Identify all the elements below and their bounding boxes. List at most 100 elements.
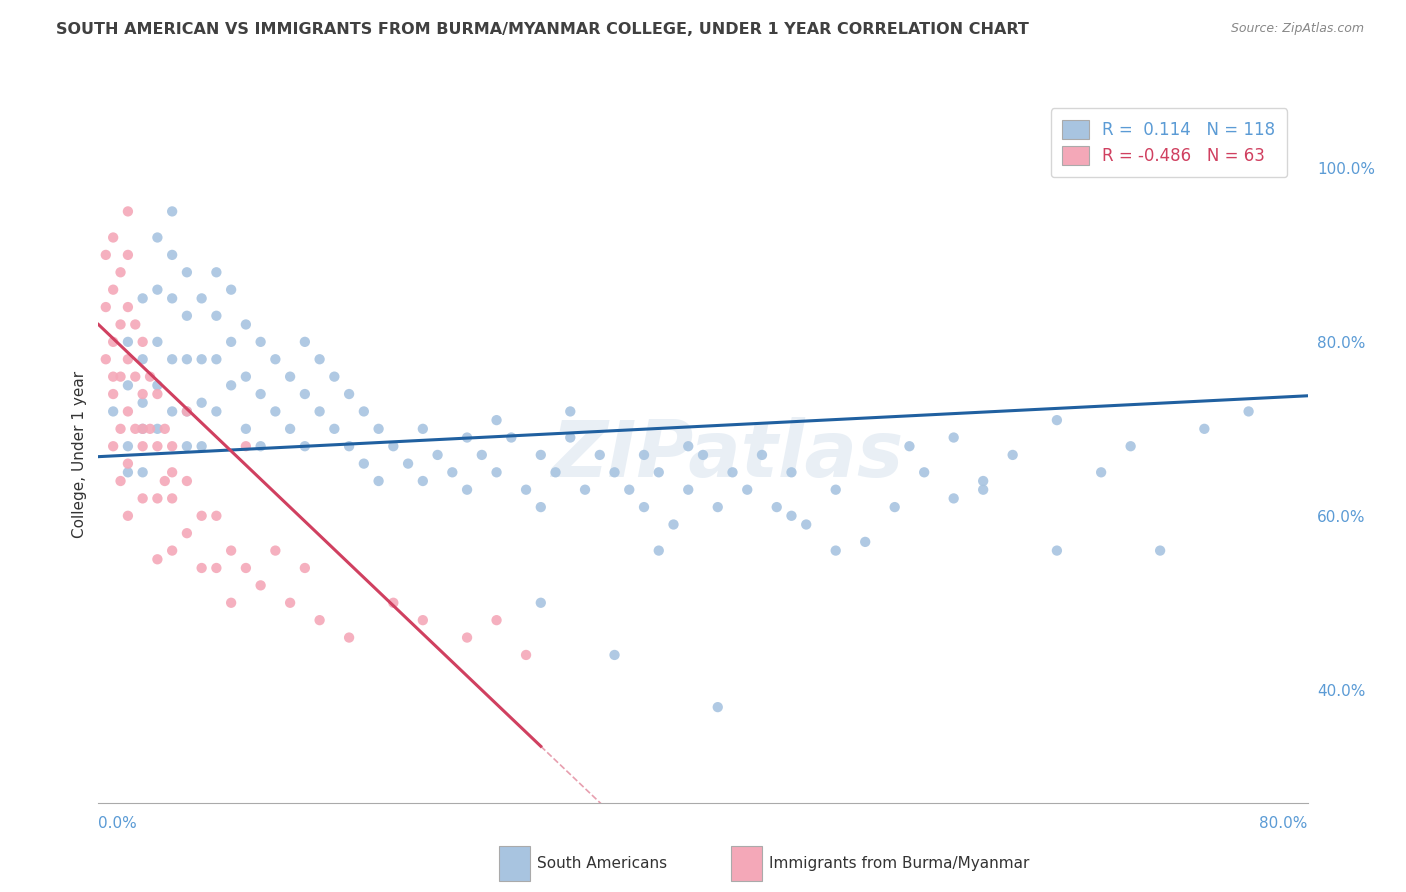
Point [131,439,153,453]
Point [131,422,153,436]
Point [110,318,132,332]
Point [94,248,117,262]
Point [412,474,434,488]
Point [780,466,803,480]
Point [110,369,132,384]
Point [176,404,198,418]
Point [412,422,434,436]
Point [160,491,183,506]
Point [589,448,612,462]
Point [456,431,478,445]
Point [278,422,301,436]
Point [101,230,124,244]
Point [323,422,346,436]
Point [117,439,139,453]
Point [308,613,330,627]
Point [426,448,449,462]
Point [131,334,153,349]
Point [205,265,228,279]
Point [353,404,375,418]
Point [942,431,965,445]
Point [942,491,965,506]
Point [117,352,139,367]
Point [735,483,758,497]
Point [101,404,124,418]
Point [1046,413,1069,427]
Point [780,508,803,523]
Point [294,387,316,401]
Text: South Americans: South Americans [537,856,668,871]
Point [110,265,132,279]
Point [294,334,316,349]
Point [515,648,537,662]
Point [124,422,146,436]
Point [264,352,287,367]
Point [160,248,183,262]
Point [337,631,360,645]
Point [190,439,212,453]
Point [146,230,169,244]
Point [367,422,389,436]
Point [101,439,124,453]
Point [264,404,287,418]
Point [190,291,212,305]
Point [530,448,553,462]
Point [205,508,228,523]
Point [131,387,153,401]
Point [110,474,132,488]
Point [619,483,641,497]
Point [117,248,139,262]
Point [160,543,183,558]
Point [160,291,183,305]
Point [219,378,242,392]
Point [560,404,582,418]
Point [1237,404,1260,418]
Point [1194,422,1216,436]
Point [235,318,257,332]
Point [117,457,139,471]
Point [94,352,117,367]
Point [308,352,330,367]
Point [101,283,124,297]
Point [1090,466,1112,480]
Point [633,448,655,462]
Point [824,543,846,558]
Point [603,466,626,480]
Point [382,596,405,610]
Point [648,543,671,558]
Point [412,613,434,627]
Point [101,334,124,349]
Point [337,387,360,401]
Point [1149,543,1171,558]
Point [972,474,994,488]
Point [117,466,139,480]
Point [146,283,169,297]
Point [323,369,346,384]
Point [485,613,508,627]
Point [235,369,257,384]
Point [765,500,787,514]
Point [176,265,198,279]
Point [692,448,714,462]
Point [678,439,700,453]
Point [219,334,242,349]
Point [294,561,316,575]
Point [353,457,375,471]
Point [1046,543,1069,558]
Text: 0.0%: 0.0% [98,816,138,831]
Point [160,439,183,453]
Point [190,508,212,523]
Point [235,561,257,575]
Point [131,396,153,410]
Point [648,466,671,480]
Point [544,466,567,480]
Point [146,387,169,401]
Point [176,439,198,453]
Point [219,283,242,297]
Point [205,352,228,367]
Point [456,631,478,645]
Point [249,578,271,592]
Point [146,422,169,436]
Point [94,300,117,314]
Point [146,439,169,453]
